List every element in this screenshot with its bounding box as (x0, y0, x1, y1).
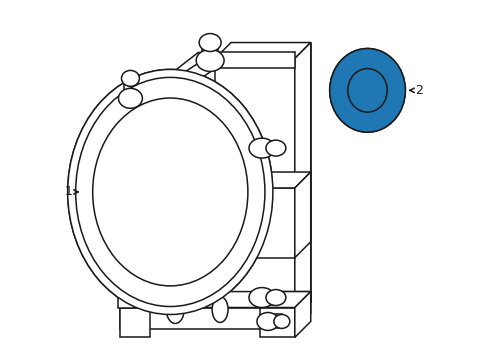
Ellipse shape (121, 71, 139, 86)
Polygon shape (118, 108, 134, 307)
Ellipse shape (199, 33, 221, 51)
Polygon shape (120, 307, 294, 329)
Polygon shape (215, 58, 294, 318)
Polygon shape (254, 188, 294, 258)
Ellipse shape (76, 77, 264, 306)
Polygon shape (120, 292, 310, 307)
Ellipse shape (256, 312, 278, 330)
Polygon shape (260, 292, 310, 307)
Polygon shape (260, 307, 294, 337)
Ellipse shape (248, 288, 274, 307)
Ellipse shape (67, 69, 272, 315)
Ellipse shape (212, 297, 227, 323)
Text: 2: 2 (414, 84, 423, 97)
Polygon shape (215, 42, 310, 58)
Polygon shape (120, 292, 166, 307)
Ellipse shape (329, 49, 405, 132)
Ellipse shape (76, 77, 264, 306)
Polygon shape (294, 292, 310, 337)
Ellipse shape (347, 69, 386, 112)
Ellipse shape (347, 69, 386, 112)
Polygon shape (210, 53, 294, 68)
Ellipse shape (166, 296, 184, 323)
Polygon shape (365, 62, 388, 119)
Polygon shape (367, 61, 389, 120)
Ellipse shape (265, 289, 285, 306)
Ellipse shape (329, 49, 405, 132)
Ellipse shape (273, 315, 289, 328)
Ellipse shape (67, 69, 272, 315)
Polygon shape (120, 307, 150, 337)
Ellipse shape (265, 140, 285, 156)
Text: 1: 1 (64, 185, 73, 198)
Ellipse shape (76, 77, 264, 306)
Polygon shape (118, 53, 214, 125)
Polygon shape (294, 292, 310, 329)
Polygon shape (254, 172, 310, 188)
Ellipse shape (118, 88, 142, 108)
Polygon shape (230, 42, 310, 302)
Polygon shape (294, 42, 310, 318)
Ellipse shape (93, 98, 247, 286)
Ellipse shape (93, 98, 247, 286)
Ellipse shape (93, 98, 247, 286)
Polygon shape (294, 172, 310, 258)
Ellipse shape (196, 50, 224, 71)
Polygon shape (118, 92, 150, 108)
Polygon shape (363, 62, 388, 118)
Ellipse shape (248, 138, 274, 158)
Polygon shape (118, 53, 215, 122)
